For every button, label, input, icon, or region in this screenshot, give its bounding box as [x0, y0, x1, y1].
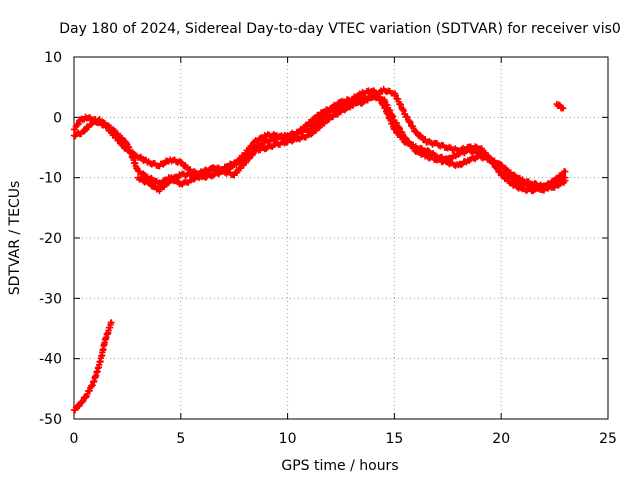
- data-point: [489, 159, 497, 166]
- data-point: [74, 121, 81, 129]
- y-tick-label: -30: [39, 291, 62, 307]
- x-tick-label: 0: [70, 431, 79, 447]
- y-axis-label: SDTVAR / TECUs: [7, 181, 23, 296]
- data-point: [108, 319, 115, 326]
- y-tick-label: -20: [39, 231, 62, 247]
- series-early-descent: [70, 319, 115, 414]
- y-tick-label: 0: [53, 110, 62, 126]
- x-axis-label: GPS time / hours: [281, 458, 398, 474]
- data-point: [79, 397, 87, 404]
- data-point: [559, 105, 567, 112]
- data-point: [562, 168, 569, 175]
- y-axis-ticks: -50 -40 -30 -20 -10 0 10: [39, 50, 608, 428]
- data-point: [490, 160, 498, 167]
- data-point: [308, 131, 315, 138]
- data-point: [100, 119, 107, 126]
- y-tick-label: 10: [44, 50, 62, 66]
- y-tick-label: -40: [39, 352, 62, 368]
- y-tick-label: -50: [39, 412, 62, 428]
- x-tick-label: 25: [599, 431, 617, 447]
- x-tick-label: 10: [279, 431, 297, 447]
- data-points: [70, 85, 569, 414]
- series-main-c: [134, 85, 569, 195]
- x-tick-label: 5: [176, 431, 185, 447]
- data-point: [507, 179, 514, 186]
- x-axis-ticks: 0 5 10 15 20 25: [70, 57, 617, 447]
- data-point: [79, 116, 87, 124]
- x-tick-label: 15: [385, 431, 403, 447]
- data-point: [75, 120, 82, 128]
- x-tick-label: 20: [492, 431, 510, 447]
- chart-title: Day 180 of 2024, Sidereal Day-to-day VTE…: [59, 21, 621, 37]
- y-tick-label: -10: [39, 171, 62, 187]
- data-point: [562, 177, 569, 184]
- series-late-segment: [553, 100, 567, 112]
